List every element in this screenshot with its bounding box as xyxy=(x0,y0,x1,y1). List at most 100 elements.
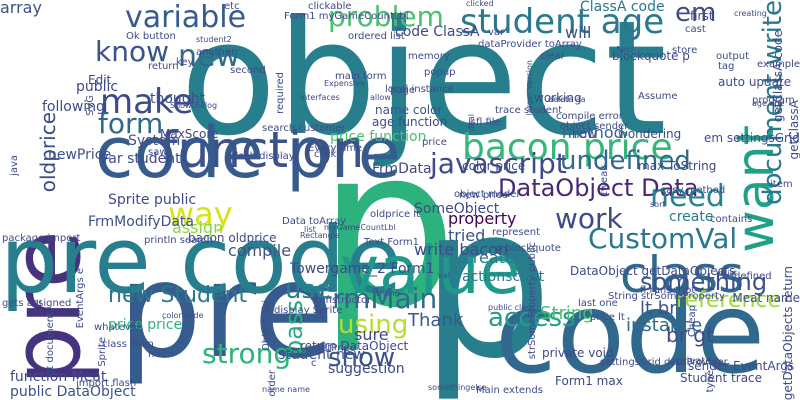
word-code: code xyxy=(495,269,766,399)
word-form: form xyxy=(98,107,164,140)
word-deal: deal xyxy=(467,114,476,132)
word-etc: etc xyxy=(224,1,240,12)
word-edit: Edit xyxy=(88,73,112,87)
word-sure: sure xyxy=(354,325,389,344)
word-dataobject-getdataobjects: DataObject getDataObjects xyxy=(570,264,736,278)
word-method: method xyxy=(562,123,624,142)
word-popup: popup xyxy=(424,67,456,78)
word-following: following xyxy=(42,99,105,115)
word-age-age: age age xyxy=(752,99,785,108)
word-maxscore: MaxScore xyxy=(160,127,219,141)
word-work: work xyxy=(555,202,623,235)
word-required: required xyxy=(275,72,286,114)
word-item: item xyxy=(770,179,793,190)
word-value: value xyxy=(340,232,521,309)
word-p-blockquote: p blockquote xyxy=(496,243,561,254)
word-text-form1: Text Form1 xyxy=(364,237,419,248)
word-store: store xyxy=(672,45,698,56)
word-br-gt: br gt xyxy=(666,323,714,347)
word-sort: sort xyxy=(650,200,666,209)
word-last-one: last one xyxy=(578,298,618,309)
word-trying: trying xyxy=(376,289,400,298)
word-price-price: price price xyxy=(108,317,183,333)
word-ok-button: Ok button xyxy=(126,31,176,42)
word-example: example xyxy=(756,59,800,70)
word-output: output xyxy=(716,51,749,62)
word-meat-name: Meat name xyxy=(732,291,800,305)
word-gets-assigned: gets assigned xyxy=(2,298,72,309)
word-using: using xyxy=(338,310,409,340)
word-assume: Assume xyxy=(638,91,678,102)
word-way: way xyxy=(168,195,233,233)
word-import-flash: import flash xyxy=(76,378,137,389)
word-java: java xyxy=(9,155,20,176)
word-println-search: println search xyxy=(144,235,214,246)
word-student2: student2 xyxy=(196,35,232,44)
word-system: System xyxy=(128,133,181,149)
word-student-trace: Student trace xyxy=(680,371,763,385)
word-key: key xyxy=(176,57,194,68)
word-defined: defined xyxy=(734,271,772,282)
word-undefined: undefined xyxy=(560,146,691,176)
word-flash-display: flash display xyxy=(232,151,295,162)
word-dataobject-data: DataObject Data xyxy=(498,174,699,202)
word-tag: tag xyxy=(718,61,735,72)
word-frmdata: FrmData xyxy=(372,161,432,177)
word-every-time: Every time xyxy=(308,143,363,154)
word-public: public xyxy=(76,79,119,95)
word-contains: contains xyxy=(710,214,753,225)
word-assign: assign xyxy=(172,218,224,237)
word-thank: Thank xyxy=(408,310,464,331)
word-p: p xyxy=(420,160,554,400)
word-setprice: setPrice xyxy=(316,343,356,354)
word-price: price xyxy=(422,137,447,148)
word-em-settingsgrid: em settingsGrid xyxy=(704,131,800,145)
word-function-meat: function Meat xyxy=(10,369,107,385)
word-towergame-2-form1: Towergame_2 Form1 xyxy=(290,261,435,277)
word-package-import: package import xyxy=(2,233,81,244)
word-now: now xyxy=(572,127,597,141)
word-whatever: whatever xyxy=(94,322,141,333)
word-compile-error: compile error xyxy=(556,111,623,122)
word-pre: pre xyxy=(118,234,335,388)
word-somethingelse: somethingelse xyxy=(428,383,487,392)
word-private-void: private void xyxy=(542,346,614,360)
word-eventargs-e: EventArgs e xyxy=(75,268,86,329)
word-first: first xyxy=(690,9,714,23)
word-exist: exist xyxy=(718,269,738,278)
word-string: String xyxy=(540,303,594,324)
word-null: null xyxy=(148,349,167,360)
word-created: created xyxy=(464,248,525,267)
word-property: property xyxy=(448,209,517,228)
word-thought: thought xyxy=(150,91,206,107)
word-data-toarray: Data toArray xyxy=(282,216,347,227)
word-something: something xyxy=(640,268,768,296)
word-working: working xyxy=(534,91,582,105)
word-instance: instance xyxy=(626,315,703,336)
word-function: function xyxy=(160,121,365,179)
word-will: will xyxy=(565,23,592,42)
word-new-price: new price xyxy=(459,190,508,201)
word-return-dataobject: return DataObject xyxy=(300,339,409,353)
word-reference: reference xyxy=(676,288,782,313)
word-code-pre: code pre xyxy=(95,112,401,194)
word-search-customer: search customer xyxy=(262,123,346,134)
word-price-function: price function xyxy=(330,129,427,145)
word-showdialog: ShowDialog xyxy=(170,101,218,110)
word-color-price: color price xyxy=(462,159,526,173)
word-dataprovider-toarray: dataProvider toArray xyxy=(478,39,582,50)
word-oldprice-lt: oldprice lt xyxy=(370,209,421,220)
word-new-student: new Student xyxy=(108,283,248,308)
word-bacon-price: bacon price xyxy=(462,127,673,168)
word-return: return xyxy=(148,61,179,72)
word-type: type xyxy=(705,370,716,393)
word-show: show xyxy=(328,343,396,373)
word-tried: tried xyxy=(448,226,486,245)
word-array: array xyxy=(0,0,42,17)
word-memory: memory xyxy=(408,51,450,62)
word-class: class xyxy=(620,246,745,304)
word-name-name: name name xyxy=(262,385,310,394)
word-another: another xyxy=(196,47,236,58)
word-problem: problem xyxy=(328,0,444,33)
